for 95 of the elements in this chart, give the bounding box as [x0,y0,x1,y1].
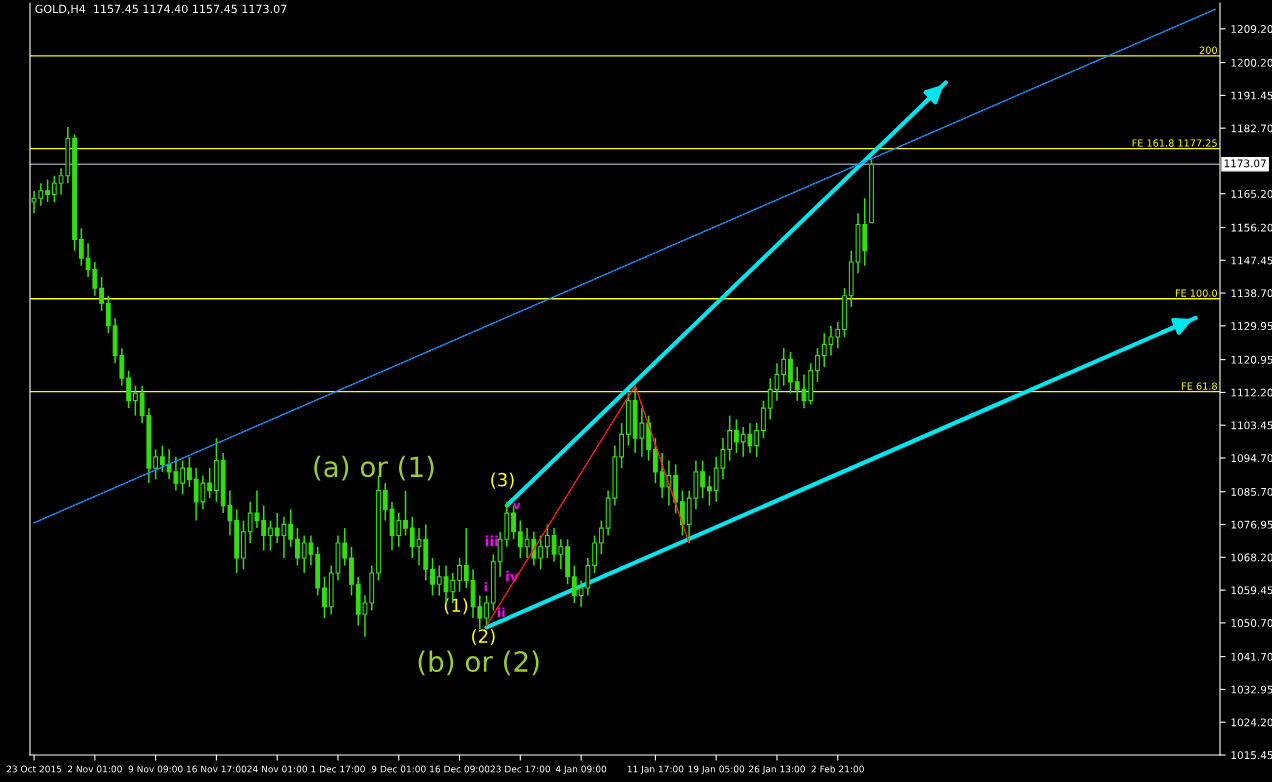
candlestick [761,399,766,439]
candlestick [544,523,550,559]
y-tick-label: 1165.20 [1231,189,1272,198]
candlestick [159,444,165,473]
candlestick [268,519,273,552]
x-tick-label: 16 Nov 17:00 [186,765,247,773]
annotation: v [513,503,521,510]
candlestick [619,422,625,469]
candlestick [835,321,841,349]
candlestick [186,456,192,488]
y-tick-label: 1050.70 [1231,619,1272,627]
candlestick [126,369,132,409]
candlestick [788,351,793,394]
x-tick-label: 9 Dec 01:00 [371,765,426,773]
candlestick [132,384,138,417]
annotation: (2) [472,628,495,646]
ref-line-label: 1173.07 [1224,159,1266,168]
candlestick [463,527,469,589]
candlestick [51,175,57,203]
candlestick [295,527,300,567]
candlestick [322,576,327,619]
annotation: i [484,582,487,592]
y-tick-label: 1032.95 [1231,685,1272,694]
y-tick-label: 1041.70 [1231,652,1272,661]
y-tick-label: 1191.45 [1231,91,1272,100]
annotation: ii [498,607,505,618]
ref-line-label: FE 61.8 [1182,382,1217,390]
candlestick [652,437,658,484]
annotation: (3) [491,472,514,489]
y-tick-label: 1059.45 [1231,586,1272,595]
candlestick [517,519,523,559]
y-tick-label: 1138.70 [1231,289,1272,298]
candlestick [261,504,267,552]
x-tick-label: 4 Jan 09:00 [555,765,607,775]
candlestick [754,422,760,458]
annotation: (b) or (2) [418,650,539,676]
candlestick [403,489,408,537]
candlestick [180,459,186,496]
candlestick [592,534,598,574]
x-tick-label: 1 Dec 17:00 [311,765,365,773]
y-tick-label: 1094.70 [1231,454,1272,463]
candlestick [78,227,84,267]
x-tick-label: 2 Nov 01:00 [67,765,122,773]
y-tick-label: 1112.20 [1231,388,1272,397]
x-tick-label: 9 Nov 09:00 [128,765,183,773]
candlestick [207,467,213,499]
x-tick-label: 23 Dec 17:00 [490,765,551,773]
candlestick [679,489,685,537]
y-tick-label: 1200.20 [1231,58,1272,67]
ref-line-label: FE 100.0 [1175,289,1217,297]
y-tick-label: 1068.20 [1231,553,1272,562]
candlestick [571,564,577,604]
candlestick [457,557,462,593]
y-tick-label: 1147.45 [1231,256,1272,265]
y-tick-label: 1024.20 [1231,718,1272,727]
y-tick-label: 1182.70 [1231,124,1272,133]
candlestick [538,534,543,571]
x-tick-label: 24 Nov 01:00 [247,765,308,773]
candlestick [781,347,787,387]
annotation: 200 [1199,46,1217,54]
candlestick [436,564,442,597]
candlestick [45,178,50,203]
x-tick-label: 26 Jan 13:00 [749,765,805,775]
candlestick [815,347,820,383]
y-tick-label: 1129.95 [1231,322,1272,330]
candlestick [153,448,159,481]
annotation: (1) [444,598,468,615]
candlestick [99,276,105,312]
candlestick [105,294,111,334]
annotation: (a) or (1) [314,455,434,481]
y-tick-label: 1156.20 [1231,223,1272,232]
candlestick [409,516,415,559]
candlestick [430,557,435,597]
y-tick-label: 1103.45 [1231,421,1272,430]
x-tick-label: 11 Jan 17:00 [627,765,684,775]
y-tick-label: 1076.95 [1231,520,1272,529]
y-tick-label: 1015.45 [1231,751,1272,760]
x-tick-label: 16 Dec 09:00 [430,765,490,773]
chart-title: GOLD,H4 1157.45 1174.40 1157.45 1173.07 [35,4,287,15]
candlestick [734,418,739,454]
candlestick [484,594,489,627]
candlestick [598,519,604,556]
x-tick-label: 23 Oct 2015 [6,765,62,773]
y-tick-label: 1209.20 [1231,25,1272,33]
y-tick-label: 1085.70 [1231,487,1272,496]
candlestick [727,414,733,462]
candlestick [700,459,706,499]
candlestick [342,527,348,567]
candlestick [707,474,712,507]
x-tick-label: 2 Feb 21:00 [811,765,864,773]
y-tick-label: 1120.95 [1231,355,1272,364]
candlestick [288,508,294,548]
ref-line-label: FE 161.8 1177.25 [1132,139,1217,147]
x-tick-label: 19 Jan 05:00 [688,765,745,775]
annotation: iii [485,535,498,547]
